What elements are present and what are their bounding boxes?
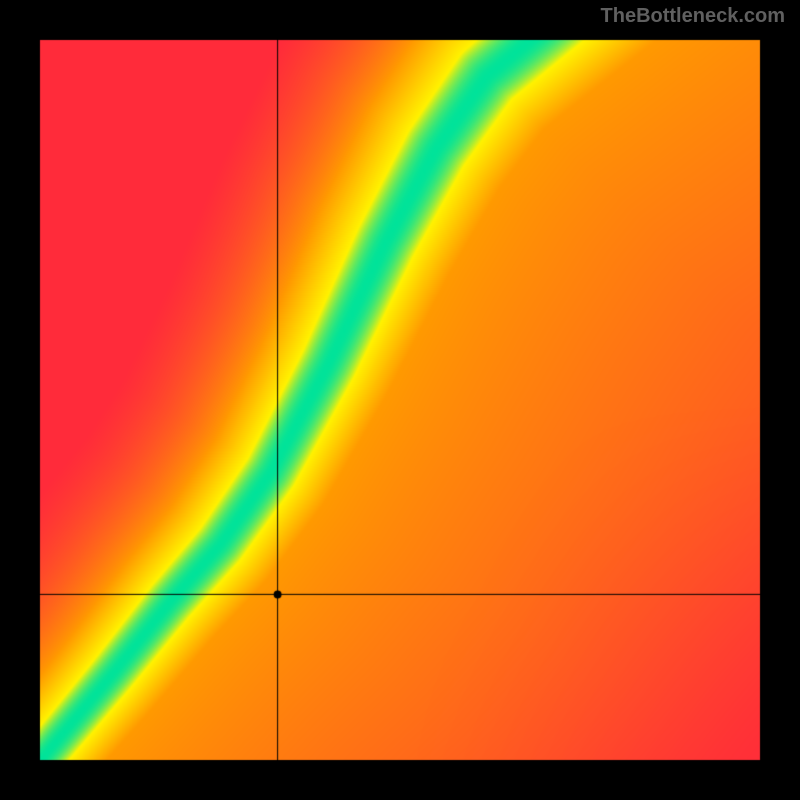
bottleneck-heatmap bbox=[0, 0, 800, 800]
attribution-text: TheBottleneck.com bbox=[601, 5, 785, 28]
chart-container: TheBottleneck.com bbox=[0, 0, 800, 800]
